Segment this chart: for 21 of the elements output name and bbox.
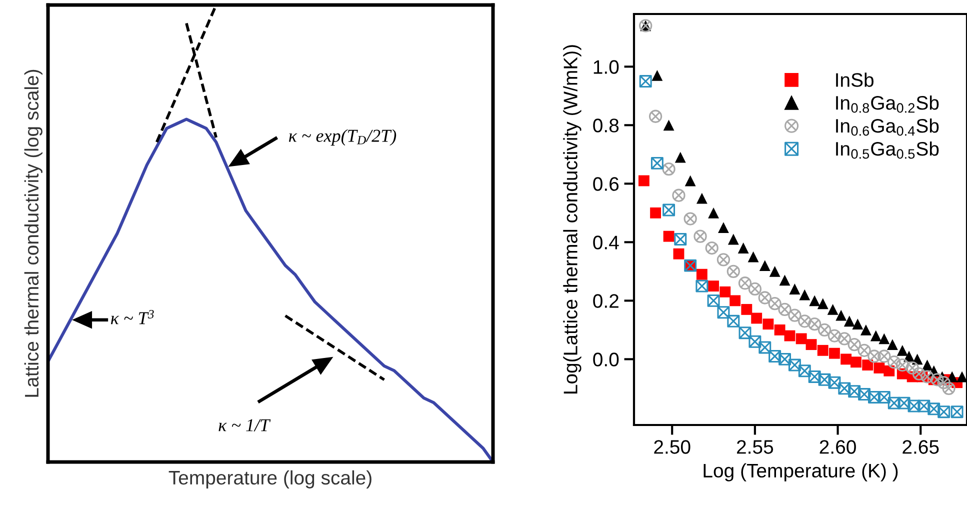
y-tick-label: 0.0: [593, 352, 619, 366]
legend-label: InSb: [836, 72, 874, 87]
x-axis-title: Temperature (log scale): [168, 470, 372, 488]
x-tick-label: 2.65: [902, 440, 939, 454]
y-tick-label: 0.2: [593, 294, 618, 308]
x-tick-label: 2.50: [654, 440, 690, 454]
legend-label: In$_{0.6}$Ga$_{0.4}$Sb: [836, 118, 939, 136]
y-tick-label: 0.6: [593, 177, 619, 191]
x-axis-title: Log (Temperature (K) ): [704, 463, 898, 482]
y-tick-label: 0.4: [593, 236, 619, 250]
annotation: κ ~ exp(T$_{D}$/2T): [288, 129, 396, 146]
x-tick-label: 2.55: [737, 440, 774, 454]
legend-label: In$_{0.5}$Ga$_{0.5}$Sb: [836, 141, 939, 159]
y-axis-title: Log(Lattice thermal conductivity (W/mK)): [563, 45, 582, 394]
y-tick-label: 0.8: [593, 118, 619, 132]
legend-label: In$_{0.8}$Ga$_{0.2}$Sb: [836, 95, 939, 113]
y-tick-label: 1.0: [594, 60, 619, 74]
x-tick-label: 2.60: [820, 440, 856, 454]
y-axis-title: Lattice thermal conductivity (log scale): [24, 70, 42, 397]
annotation: κ ~ 1/T: [218, 419, 271, 432]
annotation: κ ~ T$^{3}$: [110, 310, 154, 324]
